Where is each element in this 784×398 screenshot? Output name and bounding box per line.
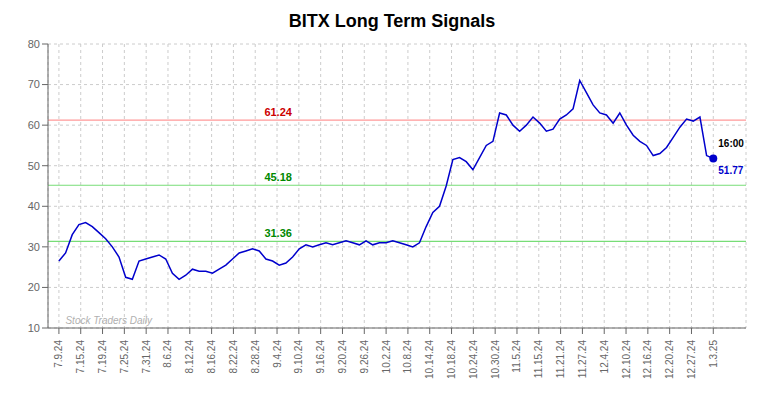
svg-text:70: 70 (28, 78, 40, 90)
svg-text:9.16.24: 9.16.24 (315, 340, 326, 374)
svg-text:9.26.24: 9.26.24 (359, 340, 370, 374)
html-text:BITX Long Term Signals: BITX Long Term Signals (288, 11, 496, 31)
svg-text:12.20.24: 12.20.24 (664, 340, 675, 379)
svg-text:80: 80 (28, 38, 40, 50)
svg-text:Stock Traders Daily: Stock Traders Daily (65, 315, 153, 326)
svg-text:8.12.24: 8.12.24 (184, 340, 195, 374)
svg-text:40: 40 (28, 200, 40, 212)
svg-text:10.30.24: 10.30.24 (490, 340, 501, 379)
svg-text:7.25.24: 7.25.24 (119, 340, 130, 374)
svg-text:45.18: 45.18 (264, 171, 292, 183)
svg-text:10.8.24: 10.8.24 (402, 340, 413, 374)
svg-text:12.27.24: 12.27.24 (686, 340, 697, 379)
svg-text:51.77: 51.77 (718, 165, 743, 176)
svg-text:1.3.25: 1.3.25 (708, 340, 719, 368)
svg-text:31.36: 31.36 (264, 227, 292, 239)
svg-text:11.15.24: 11.15.24 (533, 340, 544, 379)
svg-text:20: 20 (28, 281, 40, 293)
svg-text:7.19.24: 7.19.24 (97, 340, 108, 374)
svg-text:7.15.24: 7.15.24 (75, 340, 86, 374)
svg-text:10.2.24: 10.2.24 (381, 340, 392, 374)
svg-text:7.31.24: 7.31.24 (141, 340, 152, 374)
svg-text:9.10.24: 9.10.24 (293, 340, 304, 374)
svg-text:11.5.24: 11.5.24 (511, 340, 522, 373)
svg-text:50: 50 (28, 160, 40, 172)
svg-text:60: 60 (28, 119, 40, 131)
svg-text:9.4.24: 9.4.24 (272, 340, 283, 368)
svg-text:10.18.24: 10.18.24 (446, 340, 457, 379)
svg-text:11.21.24: 11.21.24 (555, 340, 566, 379)
svg-text:12.4.24: 12.4.24 (599, 340, 610, 374)
svg-text:30: 30 (28, 241, 40, 253)
svg-text:12.16.24: 12.16.24 (642, 340, 653, 379)
svg-text:8.22.24: 8.22.24 (228, 340, 239, 374)
svg-text:8.28.24: 8.28.24 (250, 340, 261, 374)
svg-text:10.14.24: 10.14.24 (424, 340, 435, 379)
svg-text:12.10.24: 12.10.24 (621, 340, 632, 379)
svg-text:10.24.24: 10.24.24 (468, 340, 479, 379)
svg-text:11.27.24: 11.27.24 (577, 340, 588, 379)
svg-text:8.16.24: 8.16.24 (206, 340, 217, 374)
svg-text:61.24: 61.24 (264, 106, 292, 118)
svg-text:8.6.24: 8.6.24 (162, 340, 173, 368)
svg-text:9.20.24: 9.20.24 (337, 340, 348, 374)
svg-text:7.9.24: 7.9.24 (53, 340, 64, 368)
svg-text:10: 10 (28, 322, 40, 334)
svg-text:16:00: 16:00 (718, 138, 744, 149)
